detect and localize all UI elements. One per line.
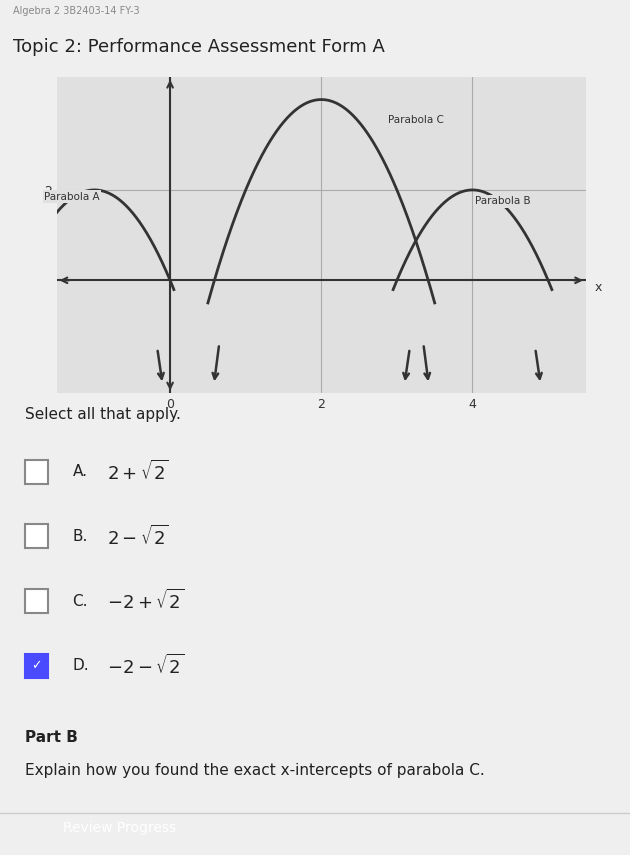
Text: Part B: Part B: [25, 730, 78, 746]
Text: A.: A.: [72, 464, 88, 480]
Text: Algebra 2 3B2403-14 FY-3: Algebra 2 3B2403-14 FY-3: [13, 6, 139, 16]
Text: x: x: [595, 280, 602, 293]
Text: C.: C.: [72, 593, 88, 609]
Text: $-2 - \sqrt{2}$: $-2 - \sqrt{2}$: [107, 653, 184, 678]
FancyBboxPatch shape: [25, 524, 48, 548]
Text: Parabola A: Parabola A: [44, 192, 100, 202]
Text: Explain how you found the exact x-intercepts of parabola C.: Explain how you found the exact x-interc…: [25, 763, 485, 778]
FancyBboxPatch shape: [25, 589, 48, 613]
Text: $2 + \sqrt{2}$: $2 + \sqrt{2}$: [107, 460, 169, 484]
Text: Review Progress: Review Progress: [63, 821, 176, 834]
Text: $2 - \sqrt{2}$: $2 - \sqrt{2}$: [107, 524, 169, 549]
Text: D.: D.: [72, 658, 89, 673]
Text: B.: B.: [72, 529, 88, 544]
FancyBboxPatch shape: [25, 460, 48, 484]
Text: Parabola B: Parabola B: [475, 197, 530, 206]
Text: Topic 2: Performance Assessment Form A: Topic 2: Performance Assessment Form A: [13, 38, 384, 56]
Text: $-2 + \sqrt{2}$: $-2 + \sqrt{2}$: [107, 589, 184, 613]
Text: Parabola C: Parabola C: [388, 115, 444, 125]
Text: ✓: ✓: [32, 659, 42, 672]
Text: Select all that apply.: Select all that apply.: [25, 407, 181, 422]
FancyBboxPatch shape: [25, 654, 48, 678]
